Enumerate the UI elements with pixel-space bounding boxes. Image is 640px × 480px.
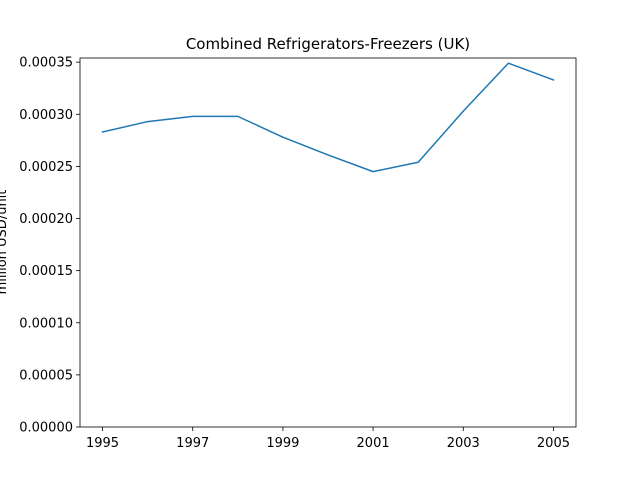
x-tick-label-2: 1999 xyxy=(266,436,299,451)
y-tick-label-2: 0.00010 xyxy=(19,316,73,331)
y-tick-label-1: 0.00005 xyxy=(19,368,73,383)
y-tick-label-5: 0.00025 xyxy=(19,160,73,175)
x-tick-label-0: 1995 xyxy=(86,436,119,451)
x-tick-label-5: 2005 xyxy=(537,436,570,451)
x-tick-label-1: 1997 xyxy=(176,436,209,451)
chart-title: Combined Refrigerators-Freezers (UK) xyxy=(186,35,470,53)
y-tick-label-0: 0.00000 xyxy=(19,421,73,436)
x-tick-label-4: 2003 xyxy=(447,436,480,451)
y-tick-label-7: 0.00035 xyxy=(19,56,73,71)
x-tick-label-3: 2001 xyxy=(357,436,390,451)
y-tick-label-6: 0.00030 xyxy=(19,108,73,123)
y-tick-label-3: 0.00015 xyxy=(19,264,73,279)
y-axis-label: million USD/unit xyxy=(0,190,10,295)
y-tick-label-4: 0.00020 xyxy=(19,212,73,227)
plot-frame xyxy=(79,57,577,428)
plot-area: 1995 1997 1999 2001 2003 2005 0.00000 0.00005 0.… xyxy=(19,56,577,451)
series-line-0 xyxy=(101,62,555,173)
